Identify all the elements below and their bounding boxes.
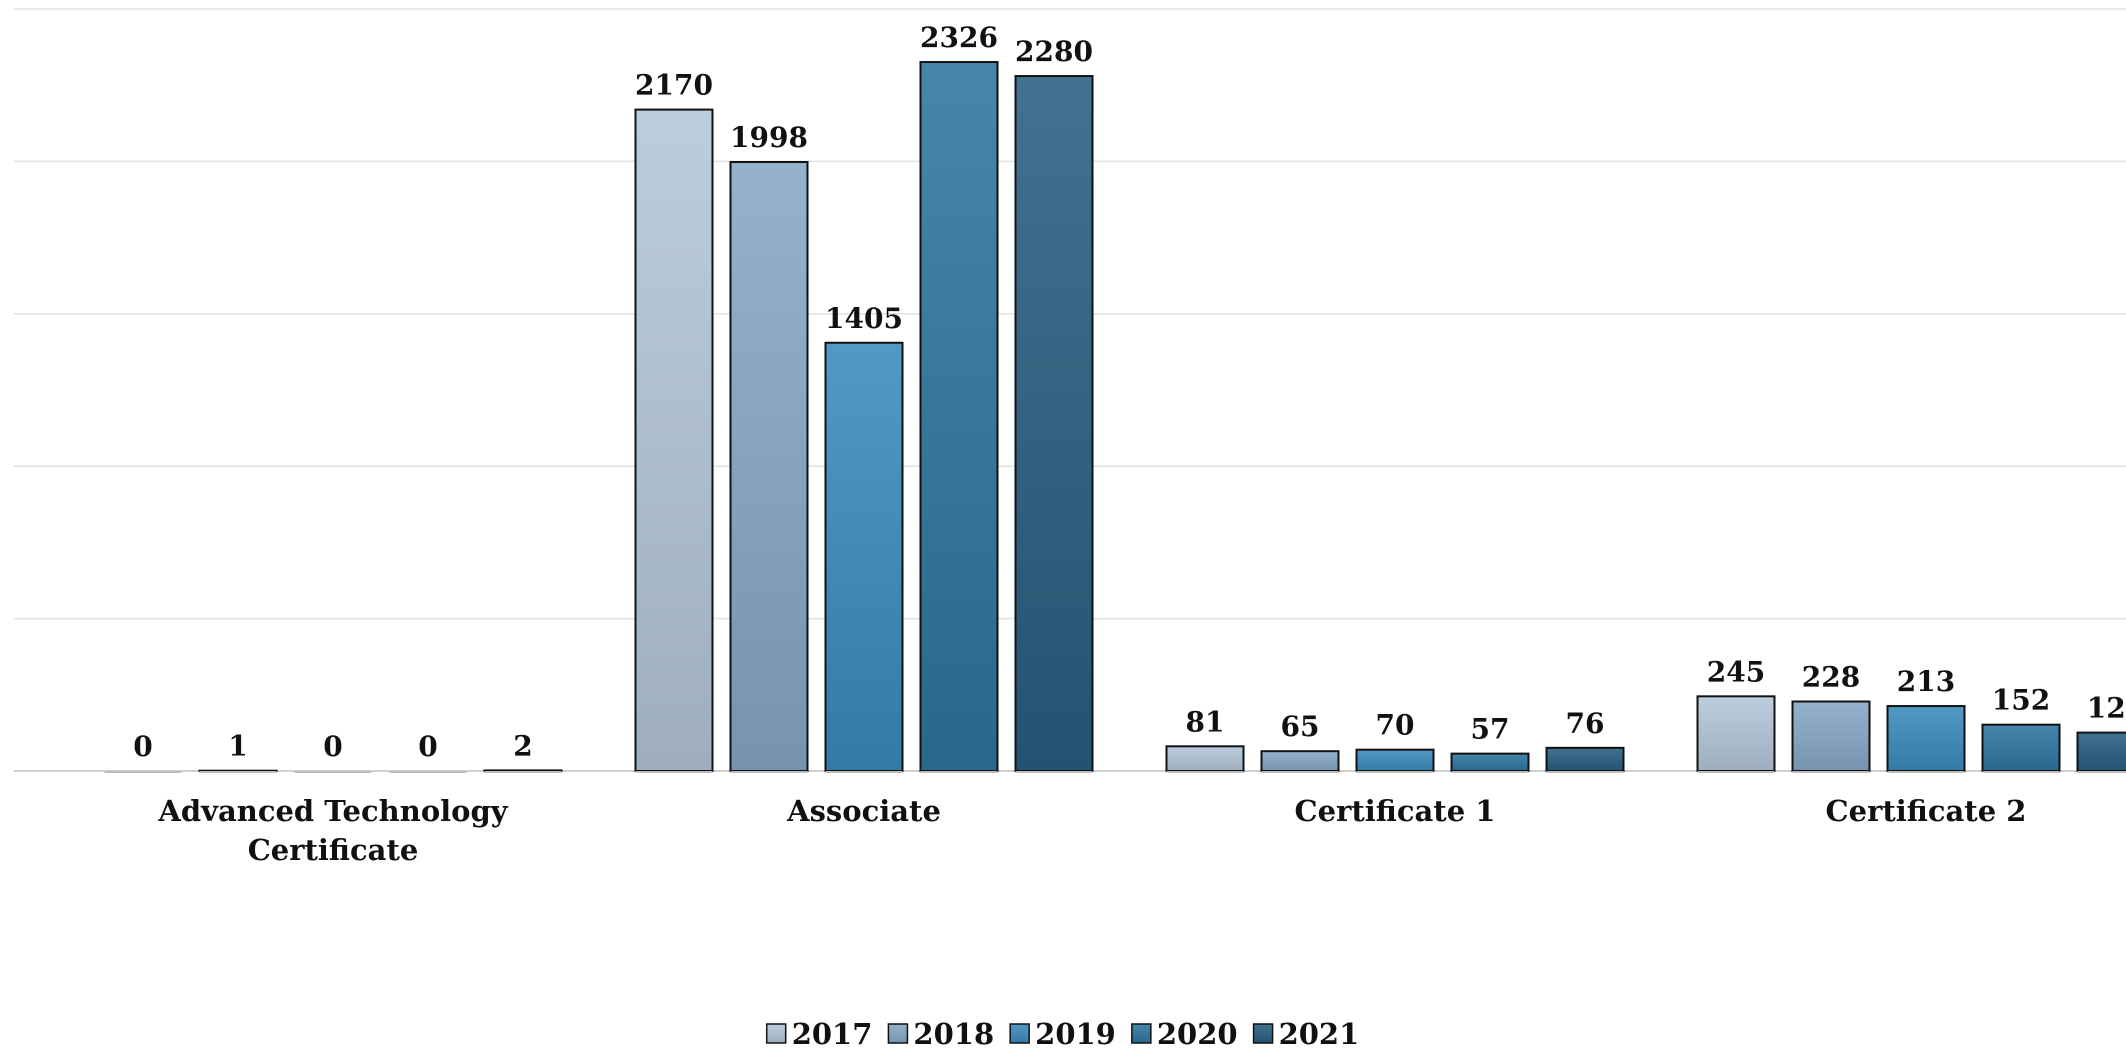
data-labels: 0 1 0 0 2 2170 1998 1405 2326 2280 81 65 70 57 76 245 22… — [133, 21, 2126, 763]
legend-swatch-2020 — [1132, 1024, 1151, 1043]
x-tick-label: Certificate — [248, 833, 419, 867]
data-label: 76 — [1566, 707, 1605, 740]
data-label: 2280 — [1015, 35, 1093, 68]
data-label: 57 — [1471, 713, 1510, 746]
legend-label-2018: 2018 — [913, 1017, 994, 1051]
legend-swatch-2017 — [767, 1024, 786, 1043]
bar-2017 — [1698, 696, 1775, 771]
bar-2019 — [1357, 750, 1434, 771]
data-label: 152 — [1992, 684, 2050, 717]
x-tick-label: Advanced Technology — [157, 794, 508, 828]
x-axis: Advanced Technology Certificate Associate C… — [157, 794, 2026, 867]
legend-label-2021: 2021 — [1279, 1017, 1360, 1051]
data-label: 1998 — [730, 121, 808, 154]
data-label: 70 — [1376, 709, 1415, 742]
data-label: 245 — [1707, 655, 1765, 688]
data-label: 0 — [323, 730, 342, 763]
legend-label-2020: 2020 — [1157, 1017, 1238, 1051]
bar-2021 — [1547, 748, 1624, 771]
bar-2021 — [1016, 76, 1093, 771]
x-tick-label: Certificate 2 — [1826, 794, 2027, 828]
legend-swatch-2021 — [1254, 1024, 1273, 1043]
data-label: 0 — [133, 730, 152, 763]
data-label: 213 — [1897, 665, 1955, 698]
bar-2017 — [636, 110, 713, 771]
legend-swatch-2018 — [888, 1024, 907, 1043]
bar-2019 — [1888, 706, 1965, 771]
data-label: 1 — [228, 730, 247, 763]
data-label: 1405 — [825, 302, 903, 335]
bar-2018 — [1793, 702, 1870, 771]
bar-2019 — [826, 343, 903, 771]
bar-2021 — [485, 770, 562, 771]
bar-2018 — [731, 162, 808, 771]
bar-2017 — [1167, 746, 1244, 771]
bar-2021 — [2078, 733, 2126, 771]
data-label: 2170 — [635, 69, 713, 102]
bar-2020 — [1452, 754, 1529, 771]
x-tick-label: Associate — [786, 794, 941, 828]
x-tick-label: Certificate 1 — [1295, 794, 1496, 828]
data-label: 2326 — [920, 21, 998, 54]
data-label: 228 — [1802, 661, 1860, 694]
data-label: 81 — [1186, 705, 1225, 738]
legend-label-2017: 2017 — [792, 1017, 873, 1051]
legend: 2017 2018 2019 2020 2021 — [767, 1017, 1360, 1051]
data-label: 2 — [513, 729, 532, 762]
data-label: 126 — [2087, 692, 2126, 725]
bar-2020 — [1983, 725, 2060, 771]
data-label: 0 — [418, 730, 437, 763]
legend-label-2019: 2019 — [1035, 1017, 1116, 1051]
bar-2020 — [921, 62, 998, 771]
legend-swatch-2019 — [1010, 1024, 1029, 1043]
data-label: 65 — [1281, 710, 1320, 743]
bar-2018 — [1262, 751, 1339, 771]
